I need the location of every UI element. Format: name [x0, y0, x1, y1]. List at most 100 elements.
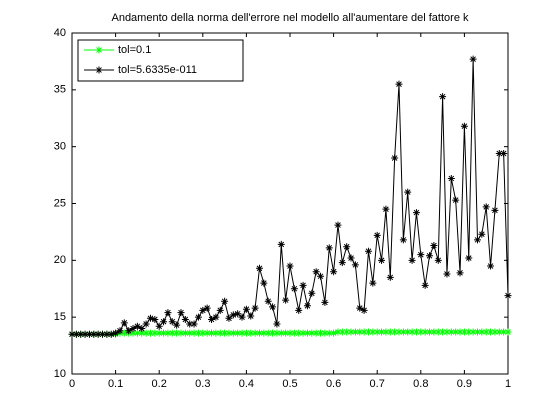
marker	[434, 256, 442, 264]
marker	[465, 328, 473, 336]
marker	[77, 330, 85, 338]
marker	[286, 262, 294, 270]
marker	[199, 329, 207, 337]
marker	[334, 328, 342, 336]
y-tick-label: 15	[54, 311, 66, 323]
marker	[229, 311, 237, 319]
marker	[378, 328, 386, 336]
marker	[343, 328, 351, 336]
marker	[439, 93, 447, 101]
marker	[338, 328, 346, 336]
marker	[404, 328, 412, 336]
x-tick-label: 0.5	[282, 378, 297, 390]
marker	[495, 149, 503, 157]
marker	[138, 329, 146, 337]
y-tick-label: 35	[54, 84, 66, 96]
marker	[308, 289, 316, 297]
marker	[251, 304, 259, 312]
marker	[465, 254, 473, 262]
marker	[487, 328, 495, 336]
marker	[238, 329, 246, 337]
marker	[177, 309, 185, 317]
marker	[426, 328, 434, 336]
marker	[360, 328, 368, 336]
marker	[277, 240, 285, 248]
x-tick-label: 0.9	[457, 378, 472, 390]
marker	[364, 247, 372, 255]
marker	[491, 206, 499, 214]
marker	[221, 329, 229, 337]
marker	[269, 329, 277, 337]
marker	[373, 328, 381, 336]
x-tick-label: 0.4	[239, 378, 254, 390]
marker	[487, 262, 495, 270]
marker	[160, 318, 168, 326]
marker	[208, 315, 216, 323]
marker	[500, 149, 508, 157]
marker	[269, 303, 277, 311]
marker	[212, 313, 220, 321]
marker	[203, 329, 211, 337]
marker	[229, 329, 237, 337]
marker	[369, 279, 377, 287]
marker	[395, 80, 403, 88]
marker	[495, 328, 503, 336]
marker	[212, 329, 220, 337]
marker	[443, 270, 451, 278]
marker	[478, 230, 486, 238]
marker	[330, 329, 338, 337]
marker	[286, 329, 294, 337]
marker	[234, 329, 242, 337]
marker	[447, 328, 455, 336]
marker	[295, 306, 303, 314]
marker	[452, 328, 460, 336]
marker	[133, 322, 141, 330]
marker	[129, 329, 137, 337]
marker	[430, 328, 438, 336]
marker	[103, 330, 111, 338]
marker	[146, 329, 154, 337]
marker	[186, 329, 194, 337]
chart-title: Andamento della norma dell'errore nel mo…	[111, 12, 469, 24]
marker	[408, 256, 416, 264]
marker	[330, 268, 338, 276]
marker	[238, 313, 246, 321]
marker	[160, 329, 168, 337]
marker	[473, 328, 481, 336]
marker	[190, 320, 198, 328]
marker	[482, 203, 490, 211]
marker	[164, 329, 172, 337]
marker	[186, 320, 194, 328]
x-tick-label: 0	[69, 378, 75, 390]
marker	[242, 329, 250, 337]
marker	[142, 329, 150, 337]
marker	[282, 296, 290, 304]
marker	[295, 329, 303, 337]
marker	[447, 174, 455, 182]
marker	[168, 318, 176, 326]
marker	[434, 328, 442, 336]
marker	[360, 306, 368, 314]
marker	[347, 254, 355, 262]
marker	[500, 328, 508, 336]
x-tick-label: 0.3	[195, 378, 210, 390]
marker	[81, 330, 89, 338]
marker	[273, 320, 281, 328]
marker	[356, 304, 364, 312]
marker	[369, 328, 377, 336]
marker	[386, 273, 394, 281]
marker	[364, 328, 372, 336]
marker	[312, 268, 320, 276]
y-tick-label: 25	[54, 197, 66, 209]
marker	[382, 328, 390, 336]
legend-box	[77, 39, 244, 82]
marker	[312, 329, 320, 337]
x-tick-label: 0.8	[413, 378, 428, 390]
y-tick-label: 30	[54, 141, 66, 153]
marker	[90, 330, 98, 338]
marker	[325, 244, 333, 252]
marker	[504, 328, 512, 336]
marker	[417, 251, 425, 259]
marker	[72, 330, 80, 338]
